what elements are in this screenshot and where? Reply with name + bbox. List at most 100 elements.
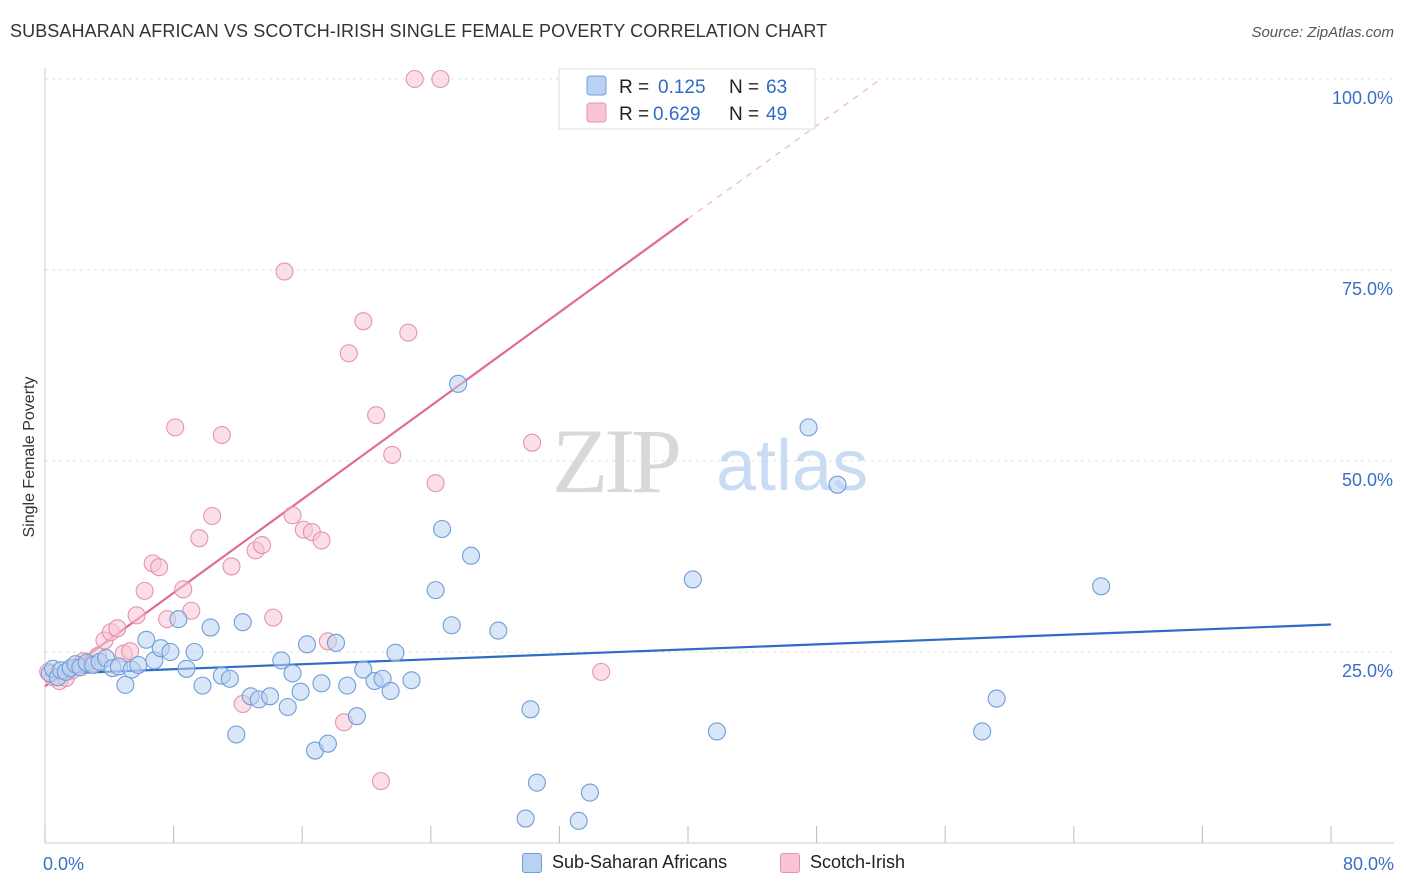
y-tick-label-0: 25.0% xyxy=(1342,661,1393,681)
point-scotch-irish-31 xyxy=(283,506,302,525)
point-sub-saharan-52 xyxy=(442,616,461,635)
trend-line-sub-saharan xyxy=(44,623,1332,676)
point-sub-saharan-65 xyxy=(973,722,992,741)
point-sub-saharan-54 xyxy=(461,546,481,565)
point-scotch-irish-37 xyxy=(339,344,358,363)
legend-r-value-1: 0.125 xyxy=(658,77,706,98)
point-sub-saharan-61 xyxy=(683,570,702,589)
source-label: Source: ZipAtlas.com xyxy=(1251,24,1394,41)
point-sub-saharan-63 xyxy=(799,418,818,437)
y-tick-label-2: 75.0% xyxy=(1342,279,1393,299)
point-scotch-irish-24 xyxy=(212,425,231,445)
legend-r-value-2: 0.629 xyxy=(653,104,701,125)
chart-title: SUBSAHARAN AFRICAN VS SCOTCH-IRISH SINGL… xyxy=(10,21,828,41)
point-scotch-irish-47 xyxy=(592,662,611,681)
watermark-atlas: atlas xyxy=(716,426,868,506)
point-sub-saharan-24 xyxy=(193,676,212,695)
point-sub-saharan-20 xyxy=(161,642,180,662)
data-points xyxy=(39,69,1111,830)
point-sub-saharan-48 xyxy=(386,643,405,662)
point-sub-saharan-60 xyxy=(580,783,599,802)
point-sub-saharan-33 xyxy=(272,651,291,670)
point-sub-saharan-59 xyxy=(569,811,588,830)
legend-n-label-1: N = xyxy=(729,77,759,98)
point-scotch-irish-17 xyxy=(150,558,169,577)
legend-swatch-blue xyxy=(586,75,607,96)
point-sub-saharan-67 xyxy=(1092,577,1111,596)
point-sub-saharan-37 xyxy=(297,635,317,654)
point-sub-saharan-16 xyxy=(129,655,148,675)
point-scotch-irish-22 xyxy=(190,529,209,548)
point-scotch-irish-45 xyxy=(431,69,450,89)
point-sub-saharan-36 xyxy=(291,682,310,701)
point-sub-saharan-42 xyxy=(338,676,357,695)
y-axis-title: Single Female Poverty xyxy=(21,377,38,538)
point-sub-saharan-51 xyxy=(433,519,452,539)
legend-label-scotch-irish: Scotch-Irish xyxy=(810,852,906,872)
point-sub-saharan-44 xyxy=(354,660,373,679)
point-sub-saharan-21 xyxy=(169,610,188,629)
point-sub-saharan-58 xyxy=(516,809,535,828)
point-scotch-irish-14 xyxy=(127,606,146,625)
point-sub-saharan-35 xyxy=(283,664,302,683)
point-sub-saharan-50 xyxy=(426,581,445,600)
legend-swatch-sub-saharan xyxy=(522,852,542,873)
point-sub-saharan-25 xyxy=(201,618,220,637)
point-scotch-irish-15 xyxy=(135,581,154,600)
trend-line-scotch-irish-extension xyxy=(687,78,882,220)
y-tick-label-1: 50.0% xyxy=(1342,470,1393,490)
stats-legend: R = 0.125 N = 63 R = 0.629 N = 49 xyxy=(558,68,816,130)
point-scotch-irish-30 xyxy=(275,262,294,281)
point-sub-saharan-41 xyxy=(326,633,346,652)
point-sub-saharan-57 xyxy=(527,773,546,792)
grid-lines xyxy=(45,78,1394,653)
legend-r-label-1: R = xyxy=(619,77,649,98)
legend-item-scotch-irish: Scotch-Irish xyxy=(780,852,905,873)
point-scotch-irish-42 xyxy=(399,323,418,342)
point-scotch-irish-13 xyxy=(121,642,140,661)
point-scotch-irish-21 xyxy=(182,601,201,620)
point-sub-saharan-66 xyxy=(987,689,1006,708)
point-sub-saharan-17 xyxy=(137,630,156,649)
point-scotch-irish-46 xyxy=(523,433,542,452)
legend-swatch-pink xyxy=(586,102,607,123)
point-sub-saharan-49 xyxy=(402,671,421,690)
point-scotch-irish-23 xyxy=(203,506,222,526)
legend-item-sub-saharan: Sub-Saharan Africans xyxy=(522,852,727,873)
point-sub-saharan-14 xyxy=(116,675,135,694)
point-sub-saharan-53 xyxy=(449,374,468,393)
y-tick-label-3: 100.0% xyxy=(1332,88,1393,108)
point-sub-saharan-43 xyxy=(347,707,366,726)
point-scotch-irish-39 xyxy=(367,406,386,425)
point-scotch-irish-34 xyxy=(312,531,331,550)
point-sub-saharan-32 xyxy=(260,687,280,706)
trend-lines xyxy=(44,78,1332,688)
tick-labels: 0.0% 80.0% 25.0% 50.0% 75.0% 100.0% xyxy=(43,88,1394,874)
point-scotch-irish-29 xyxy=(264,608,283,627)
point-scotch-irish-25 xyxy=(222,557,241,576)
legend-n-value-1: 63 xyxy=(766,77,787,98)
x-tick-label-1: 80.0% xyxy=(1343,854,1394,874)
point-sub-saharan-64 xyxy=(828,475,847,494)
point-scotch-irish-28 xyxy=(252,535,272,555)
legend-n-label-2: N = xyxy=(729,104,759,125)
point-sub-saharan-23 xyxy=(185,642,204,662)
legend-swatch-scotch-irish xyxy=(780,852,800,873)
point-scotch-irish-20 xyxy=(174,580,193,599)
point-sub-saharan-55 xyxy=(489,621,508,640)
x-tick-label-0: 0.0% xyxy=(43,854,84,874)
point-sub-saharan-40 xyxy=(318,734,337,753)
point-sub-saharan-34 xyxy=(278,697,297,717)
point-sub-saharan-27 xyxy=(220,669,239,688)
point-scotch-irish-19 xyxy=(166,418,185,437)
trend-line-scotch-irish xyxy=(44,217,689,688)
point-sub-saharan-56 xyxy=(521,700,540,719)
point-sub-saharan-62 xyxy=(707,722,726,741)
point-scotch-irish-38 xyxy=(354,312,373,331)
point-scotch-irish-44 xyxy=(426,474,445,493)
point-sub-saharan-39 xyxy=(312,674,331,693)
point-scotch-irish-11 xyxy=(108,619,127,638)
point-scotch-irish-41 xyxy=(383,445,402,464)
point-sub-saharan-28 xyxy=(227,725,246,744)
